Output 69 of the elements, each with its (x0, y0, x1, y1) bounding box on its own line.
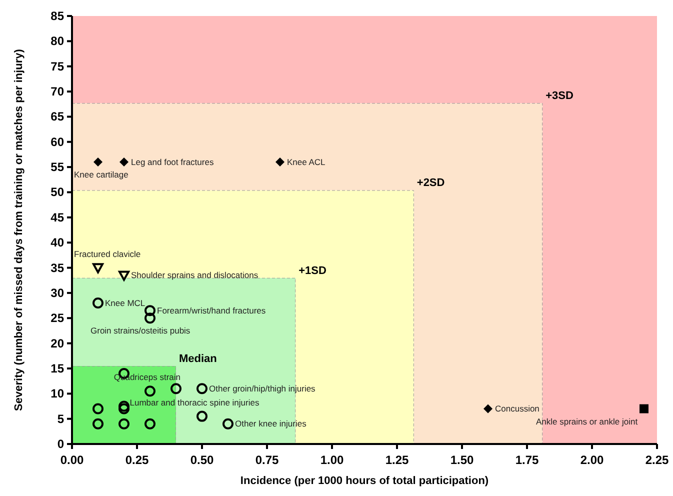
annotation: Other groin/hip/thigh injuries (209, 383, 316, 394)
x-tick-label: 0.25 (125, 453, 149, 467)
x-tick-label: 1.00 (320, 453, 344, 467)
series-label: +2SD (416, 177, 445, 190)
y-tick-label: 5 (57, 412, 64, 426)
annotation: Knee MCL (105, 298, 146, 308)
annotation: Shoulder sprains and dislocations (131, 270, 258, 280)
point (276, 158, 284, 167)
x-tick-label: 0.50 (190, 453, 214, 467)
point (170, 383, 182, 394)
annotation: Fractured clavicle (74, 248, 141, 259)
point (120, 158, 128, 167)
y-tick-label: 30 (50, 286, 64, 300)
annotation: Other knee injuries (235, 418, 306, 429)
point (640, 404, 648, 414)
y-tick-label: 70 (50, 84, 64, 99)
annotation: Quadriceps strain (114, 372, 181, 382)
point (222, 418, 234, 430)
point (118, 400, 130, 412)
annotation: Ankle sprains or ankle joint (536, 416, 638, 426)
y-tick-label: 25 (50, 311, 64, 326)
y-tick-label: 35 (50, 260, 64, 275)
y-tick-label: 60 (50, 134, 64, 149)
y-tick-label: 55 (50, 160, 64, 174)
y-tick-label: 15 (50, 361, 64, 376)
annotation: Concussion (495, 404, 540, 414)
series-label: +1SD (298, 264, 326, 277)
annotation: Lumbar and thoracic spine injuries (130, 397, 260, 408)
x-tick-label: 1.25 (385, 453, 409, 467)
y-tick-label: 65 (50, 110, 64, 124)
x-tick-label: 0.75 (255, 453, 279, 467)
point (484, 404, 492, 414)
y-tick-label: 50 (50, 185, 64, 200)
x-axis-title: Incidence (per 1000 hours of total participation) (240, 475, 489, 487)
series-label: +3SD (546, 90, 574, 102)
y-axis-title: Severity (number of missed days from training or matches per injury) (13, 48, 25, 411)
annotation: Leg and foot fractures (131, 156, 214, 167)
point (92, 418, 104, 430)
point (118, 403, 130, 414)
annotation: Knee ACL (287, 156, 326, 167)
y-tick-label: 80 (50, 34, 64, 48)
series-label: Median (179, 352, 218, 365)
y-tick-label: 40 (50, 236, 64, 250)
y-tick-label: 45 (50, 210, 64, 224)
point (92, 298, 104, 309)
annotation: Forearm/wrist/hand fractures (157, 305, 266, 316)
x-tick-label: 1.75 (515, 453, 539, 467)
point (92, 403, 104, 414)
y-tick-label: 75 (50, 59, 64, 74)
x-tick-label: 1.50 (450, 453, 474, 467)
annotation: Knee cartilage (74, 170, 129, 180)
x-tick-label: 2.25 (645, 453, 669, 467)
point (144, 305, 156, 316)
point (118, 270, 130, 281)
x-tick-label: 2.00 (580, 453, 604, 467)
y-tick-label: 20 (50, 336, 64, 350)
y-tick-label: 85 (50, 9, 64, 23)
y-tick-label: 0 (57, 437, 64, 451)
point (118, 418, 130, 430)
point (92, 263, 104, 274)
point (144, 386, 156, 397)
point (144, 418, 156, 430)
point (144, 312, 156, 324)
annotation: Groin strains/osteitis pubis (90, 326, 190, 336)
point (196, 383, 208, 394)
point (94, 158, 102, 167)
y-tick-label: 10 (50, 386, 64, 401)
x-tick-label: 0.00 (60, 453, 84, 467)
point (196, 410, 208, 422)
